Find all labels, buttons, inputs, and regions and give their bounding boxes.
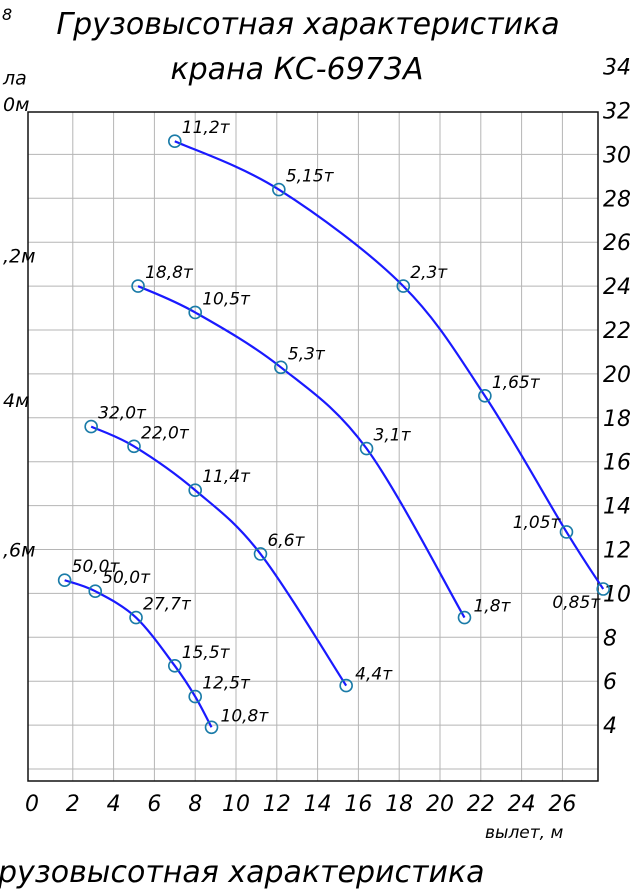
series-curve — [174, 140, 605, 590]
y-axis-ticks: 4 6 8 10 12 14 16 18 20 22 24 26 28 30 32 34 — [603, 56, 630, 739]
data-point — [88, 584, 103, 599]
left-side-label: 4м — [3, 390, 29, 412]
y-tick-label: 24 — [603, 275, 630, 300]
data-point-label: 50,0т — [102, 568, 151, 588]
grid — [28, 112, 598, 781]
x-tick-label: 12 — [263, 792, 291, 817]
chart-title-line2: крана КС-6973А — [170, 52, 423, 87]
data-point — [168, 134, 182, 149]
data-point-label: 2,3т — [410, 263, 448, 283]
data-point-label: 6,6т — [267, 531, 305, 551]
y-tick-label: 22 — [603, 319, 630, 344]
x-tick-label: 6 — [147, 792, 161, 817]
y-tick-label: 12 — [603, 539, 630, 564]
y-tick-label: 16 — [603, 451, 630, 476]
x-tick-label: 22 — [467, 792, 495, 817]
left-labels: ла 0м ,2м 4м ,6м — [2, 68, 35, 562]
series-group: 11,2т 5,15т 2,3т 1,65т 1,05т 0,85т 18,8т 10,5т 5… — [57, 118, 611, 735]
data-point-label: 4,4т — [355, 665, 393, 685]
y-tick-label: 14 — [603, 495, 630, 520]
y-tick-label: 26 — [603, 231, 630, 256]
data-point — [596, 582, 611, 596]
data-point — [457, 610, 472, 625]
x-tick-label: 2 — [66, 792, 80, 817]
y-tick-label: 30 — [603, 143, 630, 168]
y-tick-label: 28 — [603, 187, 630, 212]
series-curve — [64, 579, 213, 728]
series-curve — [137, 285, 466, 619]
x-tick-label: 14 — [304, 792, 332, 817]
data-point — [359, 441, 374, 456]
data-point — [131, 279, 145, 293]
y-tick-label: 18 — [603, 407, 630, 432]
y-tick-label: 8 — [603, 626, 617, 651]
y-tick-label: 10 — [603, 582, 630, 607]
data-point — [274, 360, 288, 375]
data-point — [129, 610, 143, 625]
x-axis-label: вылет, м — [485, 823, 563, 843]
x-tick-label: 24 — [508, 792, 536, 817]
x-tick-label: 18 — [385, 792, 413, 817]
data-point — [339, 678, 353, 693]
series-1: 11,2т 5,15т 2,3т 1,65т 1,05т 0,85т — [168, 118, 611, 613]
data-point — [204, 720, 219, 735]
data-point-label: 0,85т — [552, 593, 601, 613]
series-curve — [90, 425, 348, 687]
data-point — [253, 547, 268, 561]
x-tick-label: 20 — [426, 792, 454, 817]
data-point — [272, 182, 286, 197]
data-point-label: 1,8т — [473, 597, 511, 617]
page-marker: 8 — [2, 5, 12, 24]
plot-frame — [27, 111, 599, 782]
y-tick-label: 20 — [603, 363, 630, 388]
data-point-label: 22,0т — [141, 423, 190, 443]
bottom-caption: рузовысотная характеристика — [0, 855, 485, 890]
left-side-label: ,6м — [3, 540, 35, 562]
data-point-label: 10,5т — [202, 289, 251, 309]
data-point-label: 32,0т — [98, 404, 147, 424]
data-point — [188, 483, 202, 498]
data-point-label: 11,4т — [202, 467, 251, 487]
data-point-label: 15,5т — [182, 643, 231, 663]
series-2: 18,8т 10,5т 5,3т 3,1т 1,8т — [131, 263, 512, 625]
data-point-label: 10,8т — [221, 706, 270, 726]
data-point-label: 1,05т — [513, 513, 562, 533]
data-point-label: 11,2т — [182, 118, 231, 138]
data-point — [188, 689, 202, 704]
left-side-label: 0м — [3, 94, 29, 116]
y-tick-label: 6 — [603, 670, 617, 695]
data-point-label: 12,5т — [202, 674, 251, 694]
data-point — [57, 573, 72, 588]
data-point-label: 5,15т — [286, 167, 335, 187]
y-tick-label: 4 — [603, 714, 617, 739]
data-point — [478, 389, 492, 403]
data-point — [84, 419, 98, 434]
chart-title-line1: Грузовысотная характеристика — [56, 7, 559, 42]
x-tick-label: 4 — [107, 792, 121, 817]
data-point — [188, 305, 202, 320]
x-tick-label: 16 — [344, 792, 372, 817]
data-point — [396, 279, 411, 293]
left-side-label: ла — [2, 68, 27, 90]
y-tick-label: 34 — [603, 56, 630, 81]
data-point-label: 50,0т — [72, 557, 121, 577]
x-tick-label: 8 — [188, 792, 202, 817]
data-point-label: 1,65т — [492, 373, 541, 393]
x-tick-label: 10 — [222, 792, 250, 817]
left-side-label: ,2м — [3, 245, 35, 267]
x-tick-label: 26 — [548, 792, 576, 817]
data-point — [168, 659, 182, 673]
data-point-label: 18,8т — [145, 263, 194, 283]
x-axis-ticks: 0 2 4 6 8 10 12 14 16 18 20 22 24 26 — [25, 792, 576, 817]
data-point — [127, 439, 141, 454]
y-tick-label: 32 — [603, 100, 630, 125]
data-point-label: 5,3т — [288, 344, 326, 364]
x-tick-label: 0 — [25, 792, 39, 817]
data-point-label: 27,7т — [143, 595, 192, 615]
data-point — [559, 525, 574, 539]
data-point-label: 3,1т — [374, 426, 412, 446]
